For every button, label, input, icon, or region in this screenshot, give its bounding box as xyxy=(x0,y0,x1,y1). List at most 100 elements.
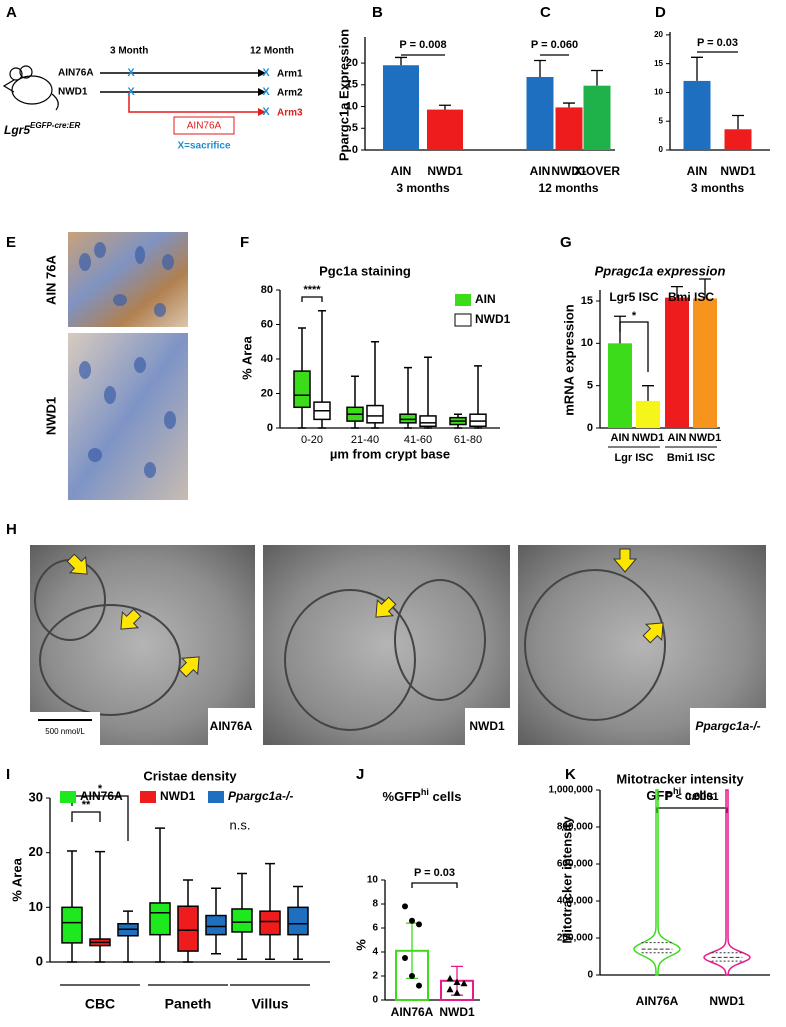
x-tick-label: 61-80 xyxy=(454,434,482,446)
y-tick-label: 4 xyxy=(372,947,378,958)
box xyxy=(259,910,281,936)
whisker xyxy=(454,413,462,429)
sacrifice-marker: X xyxy=(127,67,135,79)
y-tick-label: 0 xyxy=(352,144,358,156)
y-tick-label: 80 xyxy=(261,284,273,296)
group-label: 3 months xyxy=(396,181,450,195)
image-label: NWD1 xyxy=(469,719,505,733)
histology-image xyxy=(68,232,188,327)
x-tick-label: NWD1 xyxy=(632,432,664,444)
diet-switch-box xyxy=(173,116,235,135)
panel-letter: J xyxy=(356,766,364,783)
y-tick-label: 6 xyxy=(372,923,378,934)
whisker xyxy=(95,850,105,963)
annotation: P = 0.03 xyxy=(414,867,455,879)
legend-label: NWD1 xyxy=(160,789,196,803)
violin xyxy=(703,789,751,976)
y-tick-label: 60 xyxy=(261,318,273,330)
x-tick-label: Villus xyxy=(251,996,288,1012)
bar xyxy=(427,109,463,150)
mouse-ear xyxy=(9,67,23,81)
y-axis-label: % Area xyxy=(9,857,24,901)
y-tick-label: 10 xyxy=(654,88,663,97)
y-tick-label: 2 xyxy=(372,971,378,982)
sacrifice-marker: X xyxy=(262,86,270,98)
nuclei xyxy=(79,357,176,478)
y-tick-label: 20 xyxy=(29,844,43,859)
y-tick-label: 8 xyxy=(372,899,378,910)
panel-h-images: 500 nmol/L AIN76A NWD1 Ppargc1a-/- xyxy=(30,545,766,745)
mouse-label-part: Lgr5 xyxy=(4,123,30,137)
arrowhead xyxy=(258,88,266,96)
mouse-label: Lgr5EGFP-cre:ER xyxy=(4,121,80,137)
annotation: P = 0.060 xyxy=(531,39,578,51)
y-tick-label: 10 xyxy=(29,899,43,914)
significance-bracket xyxy=(71,811,101,822)
whisker xyxy=(183,879,193,963)
panel-letter: F xyxy=(240,234,249,251)
data-point xyxy=(453,989,461,996)
arm-label: Arm2 xyxy=(277,88,303,99)
whisker xyxy=(155,827,165,963)
box xyxy=(366,404,384,424)
legend-label: NWD1 xyxy=(475,312,511,326)
y-axis-label: Ppargc1a Expression xyxy=(336,29,351,161)
data-point xyxy=(409,917,415,924)
annotation: P = 0.03 xyxy=(697,37,738,49)
panel-letter: E xyxy=(6,234,16,251)
whisker xyxy=(371,341,379,429)
x-tick-label: AIN76A xyxy=(391,1005,434,1019)
annotation: * xyxy=(98,783,103,795)
y-tick-label: 0 xyxy=(659,145,664,154)
whisker xyxy=(211,887,221,955)
whisker xyxy=(123,910,133,963)
chart-title-part: hi xyxy=(421,787,429,797)
sacrifice-marker: X xyxy=(262,106,270,118)
error-bar xyxy=(591,69,603,86)
y-tick-label: 0 xyxy=(587,422,593,434)
chart-title: Mitotracker intensity xyxy=(616,771,744,786)
error-bar xyxy=(614,315,626,344)
y-tick-label: 15 xyxy=(346,79,358,91)
arm-label: Arm1 xyxy=(277,69,303,80)
y-tick-label: 15 xyxy=(654,59,663,68)
legend-swatch xyxy=(208,791,224,803)
image-label-bg xyxy=(465,708,510,745)
error-bar xyxy=(563,102,575,108)
box xyxy=(205,914,227,936)
y-tick-label: 10 xyxy=(367,875,379,886)
arrows xyxy=(66,548,664,678)
annotation: P < 0.0001 xyxy=(665,791,718,803)
arm-label: Arm3 xyxy=(277,108,303,119)
box xyxy=(287,906,309,936)
mouse-tail xyxy=(51,93,59,111)
box xyxy=(177,905,199,952)
data-point xyxy=(453,978,461,985)
bar xyxy=(724,129,752,150)
panel-letter: A xyxy=(6,4,17,21)
arrow xyxy=(66,553,88,575)
chart-title: %GFPhi cells xyxy=(383,787,462,804)
arrowhead xyxy=(258,108,266,116)
whisker xyxy=(404,366,412,429)
diet-label: NWD1 xyxy=(58,87,88,98)
chart-title: Ppragc1a expression xyxy=(595,263,726,278)
chart-subtitle: GFPhi cells xyxy=(646,786,713,803)
panel-e-images: AIN 76A NWD1 xyxy=(43,232,188,500)
error-bar xyxy=(699,278,711,299)
error-bar xyxy=(642,385,654,401)
panel-a-diagram: 3 Month 12 Month AIN76A NWD1 X X X X X A… xyxy=(2,46,303,152)
subgroup-label: Lgr ISC xyxy=(614,452,653,464)
chart-title-part: %GFP xyxy=(383,789,422,804)
x-tick-label: X-OVER xyxy=(574,164,620,178)
data-point xyxy=(416,921,422,928)
y-axis-label: % xyxy=(353,939,368,951)
y-tick-label: 20 xyxy=(346,57,358,69)
y-tick-label: 400,000 xyxy=(557,896,594,907)
whisker xyxy=(237,872,247,961)
significance-bracket xyxy=(411,882,458,888)
sacrifice-marker: X xyxy=(262,67,270,79)
group-label: Lgr5 ISC xyxy=(609,290,659,304)
box xyxy=(419,415,437,428)
